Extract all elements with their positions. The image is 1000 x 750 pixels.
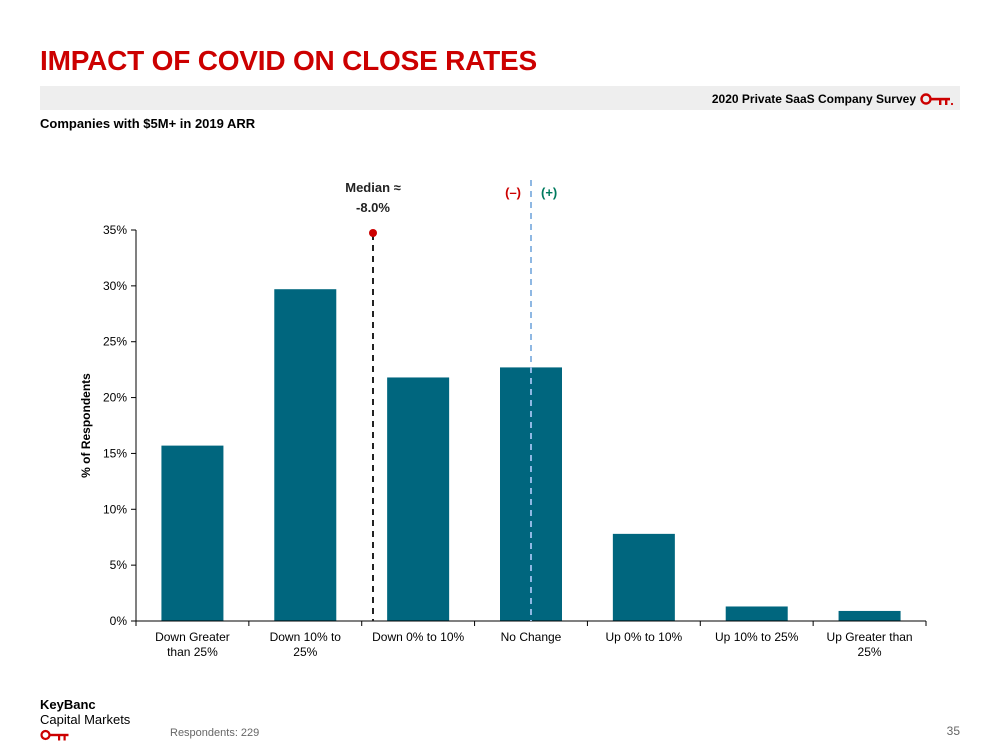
y-tick-label: 15%: [103, 446, 127, 460]
y-tick-label: 0%: [110, 614, 128, 628]
bar: [387, 377, 450, 621]
x-tick-label: Up 0% to 10%: [605, 630, 682, 644]
bar: [838, 610, 901, 621]
y-tick-label: 10%: [103, 502, 127, 516]
respondents-note: Respondents: 229: [170, 727, 260, 739]
y-axis-title: % of Respondents: [79, 373, 93, 478]
bar: [274, 289, 337, 621]
logo-line1: KeyBanc: [40, 697, 96, 712]
x-tick-label: Down 10% to 25%: [270, 630, 342, 659]
logo-line2: Capital Markets: [40, 712, 131, 727]
x-tick-label: No Change: [501, 630, 562, 644]
key-icon: [40, 729, 69, 741]
survey-label: 2020 Private SaaS Company Survey: [711, 92, 916, 106]
bar: [161, 445, 224, 621]
y-tick-label: 25%: [103, 335, 127, 349]
y-tick-label: 30%: [103, 279, 127, 293]
y-tick-label: 5%: [110, 558, 128, 572]
bar-chart: 0% 5% 10% 15% 20% 25% 30% 35% % of Respondents Do…: [79, 180, 927, 659]
page-title: IMPACT OF COVID ON CLOSE RATES: [40, 45, 537, 76]
x-tick-label: Up 10% to 25%: [715, 630, 799, 644]
median-marker: [369, 229, 377, 237]
bar: [612, 533, 675, 621]
x-tick-label: Down 0% to 10%: [372, 630, 464, 644]
keybanc-logo: KeyBanc Capital Markets: [40, 697, 160, 741]
x-tick-label: Up Greater than 25%: [827, 630, 913, 659]
x-tick-label: Down Greater than 25%: [155, 630, 230, 659]
median-label: Median ≈: [345, 180, 401, 195]
chart-subtitle: Companies with $5M+ in 2019 ARR: [40, 116, 256, 131]
positive-label: (+): [541, 185, 557, 200]
negative-label: (–): [505, 185, 521, 200]
y-tick-label: 35%: [103, 223, 127, 237]
survey-banner: 2020 Private SaaS Company Survey: [40, 86, 960, 110]
y-tick-label: 20%: [103, 391, 127, 405]
bar: [725, 606, 788, 621]
key-icon: [920, 93, 954, 106]
page-number: 35: [946, 724, 960, 738]
median-value: -8.0%: [356, 200, 390, 215]
